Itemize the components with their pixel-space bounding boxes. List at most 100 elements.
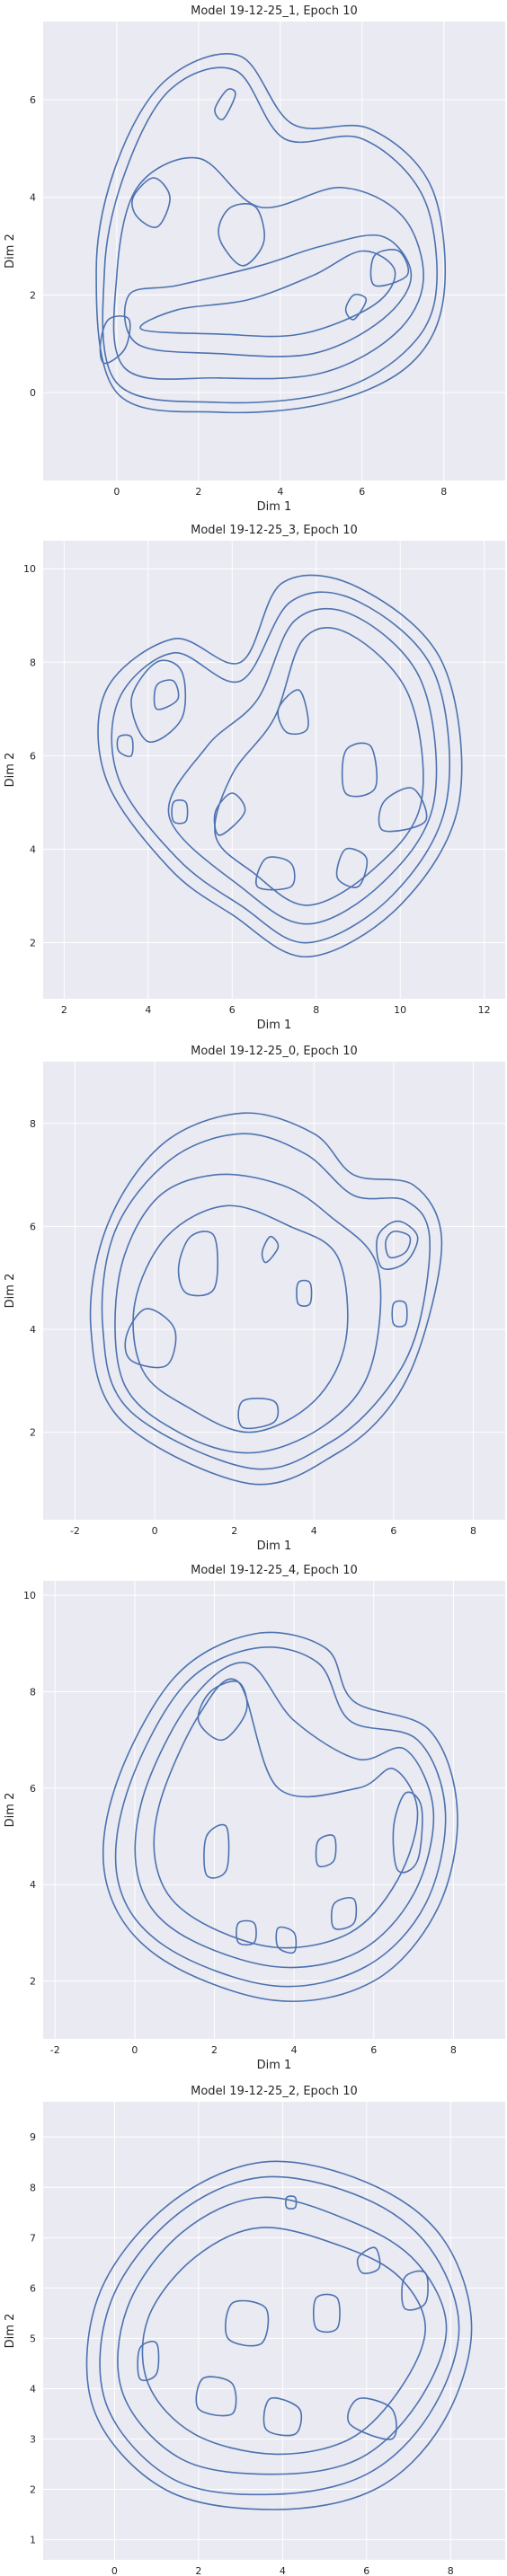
x-tick-label: -2 [70,1525,80,1537]
x-axis-label: Dim 1 [257,1539,292,1553]
y-tick-label: 1 [30,2535,36,2546]
contour-line [261,1235,280,1264]
y-tick-label: 2 [30,938,36,949]
x-tick-label: 2 [61,1004,67,1016]
x-tick-label: 0 [111,2565,118,2576]
contour-line [218,203,265,267]
y-tick-label: 0 [30,387,36,399]
y-axis-label: Dim 2 [4,1274,17,1309]
contour-line [356,2246,381,2274]
contour-line [117,2196,448,2475]
y-tick-label: 3 [30,2433,36,2445]
contour-line [97,574,463,958]
x-tick-label: -2 [50,2044,60,2056]
x-axis-label: Dim 1 [257,1019,292,1032]
y-axis-label: Dim 2 [4,753,17,788]
x-tick-label: 4 [145,1004,151,1016]
contour-line [112,156,424,380]
contour-line [296,1279,313,1307]
y-tick-label: 4 [30,2383,36,2395]
contour-line [195,2376,237,2417]
contour-line [344,294,368,321]
contour-line [378,787,428,833]
x-tick-label: 0 [152,1525,158,1537]
contour-line [130,659,187,743]
x-tick-label: 6 [359,486,365,498]
contour-line [237,1398,280,1430]
y-tick-label: 2 [30,1427,36,1439]
contour-line [137,2341,160,2382]
x-axis-label: Dim 1 [257,500,292,514]
density-contours [89,1112,443,1486]
y-axis-label: Dim 2 [4,234,17,269]
contour-line [177,1231,218,1297]
plot-area [43,22,505,481]
x-tick-label: 8 [470,1525,476,1537]
x-axis-label: Dim 1 [257,2059,292,2072]
y-tick-label: 5 [30,2333,36,2344]
x-tick-label: 10 [394,1004,406,1016]
y-tick-label: 7 [30,2232,36,2244]
y-tick-label: 8 [30,1686,36,1698]
x-tick-label: 8 [313,1004,319,1016]
y-tick-label: 10 [23,563,36,575]
contour-line [376,1220,419,1270]
contour-line [262,2397,303,2437]
contour-line [123,234,413,357]
y-tick-label: 6 [30,2282,36,2294]
x-tick-label: 0 [113,486,120,498]
contour-line [171,799,189,825]
chart-title: Model 19-12-25_4, Epoch 10 [191,1564,358,1577]
x-tick-label: 4 [311,1525,317,1537]
contour-line [214,88,236,121]
contour-line [153,1678,419,1949]
chart-title: Model 19-12-25_2, Epoch 10 [191,2085,358,2098]
density-contours [102,1631,458,2003]
contour-line [134,1662,435,1969]
density-contours [97,574,463,958]
y-tick-label: 2 [30,1976,36,1988]
contour-line [277,689,309,736]
x-tick-label: 6 [229,1004,236,1016]
contour-line [139,250,396,338]
contour-line [312,2293,341,2333]
plot-area [43,1062,505,1520]
chart-panel-2: 2 4 6 8 10 12 2 4 6 8 10 Model 19-12-25_3, Epoch 10… [4,524,505,1032]
contour-line [131,177,171,228]
contour-line [255,856,296,891]
plot-area [43,2102,505,2560]
y-tick-label: 8 [30,1118,36,1130]
contour-line [225,2299,270,2347]
y-tick-label: 2 [30,289,36,301]
x-tick-label: 2 [231,1525,237,1537]
x-tick-label: 0 [131,2044,138,2056]
contour-line [335,847,369,888]
y-tick-label: 8 [30,657,36,668]
plot-area [43,1581,505,2039]
y-tick-label: 8 [30,2182,36,2193]
y-tick-label: 9 [30,2131,36,2143]
contour-line [285,2195,298,2210]
contour-line [132,1204,349,1434]
contour-line [111,591,450,944]
contour-line [116,734,134,757]
chart-panel-4: -2 0 2 4 6 8 2 4 6 8 10 Model 19-12-25_4, Epoch 10 D… [4,1564,505,2072]
contour-line [236,1919,257,1946]
y-tick-label: 4 [30,192,36,204]
y-tick-label: 4 [30,1879,36,1891]
x-tick-label: 8 [440,486,447,498]
x-tick-label: 4 [280,2565,286,2576]
y-tick-label: 6 [30,1221,36,1232]
x-tick-label: 6 [370,2044,377,2056]
x-tick-label: 2 [195,2565,201,2576]
y-tick-label: 6 [30,1783,36,1795]
contour-line [369,249,409,287]
contour-line [214,627,424,906]
contour-line [99,2175,460,2496]
chart-panel-5: 0 2 4 6 8 1 2 3 4 5 6 7 8 9 Model 19-12-25_2, Epoch 10… [4,2085,505,2576]
contour-line [213,792,246,836]
density-contours [95,53,446,414]
contour-line [85,2160,473,2510]
chart-panel-3: -2 0 2 4 6 8 2 4 6 8 Model 19-12-25_0, Epoch 10 Dim… [4,1045,505,1553]
